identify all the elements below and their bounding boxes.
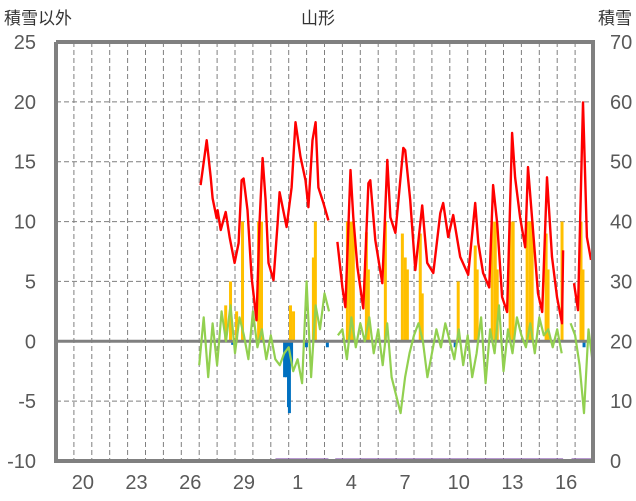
x-tick-label: 1: [292, 472, 303, 494]
left-tick-label: 25: [14, 32, 36, 54]
precip-bar: [473, 245, 477, 342]
precip-bar: [364, 232, 368, 342]
precip-bar: [525, 221, 529, 342]
precip-bar: [418, 233, 422, 342]
precip-bar: [495, 269, 499, 342]
precip-bar: [311, 257, 315, 342]
precip-bar: [493, 221, 497, 342]
precip-bar: [508, 221, 512, 342]
x-tick-label: 7: [399, 472, 410, 494]
precip-bar: [528, 221, 532, 342]
negative-bar: [290, 341, 294, 366]
precip-bar: [511, 221, 515, 342]
precip-bar: [292, 311, 296, 342]
x-tick-label: 26: [179, 472, 201, 494]
left-tick-label: -10: [7, 451, 36, 473]
precip-bar: [224, 305, 228, 342]
precip-bar: [313, 221, 317, 342]
precip-bar: [235, 311, 239, 342]
chart-title: 山形: [301, 9, 335, 29]
precip-bar: [420, 293, 424, 342]
negative-bar: [325, 341, 329, 348]
right-tick-label: 10: [610, 391, 632, 413]
precip-bar: [581, 269, 585, 342]
precip-bar: [288, 305, 292, 342]
plot-frame: [54, 40, 595, 463]
snow-depth-line: [572, 101, 593, 312]
negative-bar: [304, 341, 308, 348]
precip-bar: [490, 221, 494, 342]
precip-bar: [400, 233, 404, 342]
precip-bar: [259, 221, 263, 342]
left-tick-label: 0: [25, 331, 36, 353]
negative-bar: [287, 341, 291, 414]
right-tick-label: 70: [610, 32, 632, 54]
precip-bar: [403, 257, 407, 342]
negative-bar: [582, 341, 586, 348]
left-tick-label: 5: [25, 271, 36, 293]
snow-depth-line: [199, 120, 330, 322]
negative-bar: [453, 341, 457, 348]
x-tick-label: 16: [555, 472, 577, 494]
plot-marks: [54, 40, 595, 463]
x-tick-label: 13: [501, 472, 523, 494]
precip-bar: [544, 233, 548, 342]
precip-bar: [241, 221, 245, 342]
negative-bar: [285, 341, 289, 378]
negative-bar: [283, 341, 287, 378]
temperature-line: [569, 322, 595, 415]
left-tick-label: 10: [14, 212, 36, 234]
precip-bar: [366, 269, 370, 342]
negative-bar: [231, 341, 235, 345]
left-axis-title: 積雪以外: [4, 9, 72, 29]
precip-bar: [456, 281, 460, 342]
x-tick-label: 4: [346, 472, 357, 494]
x-tick-label: 20: [72, 472, 94, 494]
temperature-line: [337, 304, 563, 415]
left-tick-label: 20: [14, 92, 36, 114]
precip-bar: [383, 221, 387, 342]
precip-bar: [530, 221, 534, 342]
right-tick-label: 50: [610, 152, 632, 174]
precip-bar: [348, 221, 352, 342]
precip-bar: [351, 221, 355, 342]
right-axis-title: 積雪: [598, 9, 632, 29]
snow-depth-line: [336, 131, 565, 325]
x-tick-label: 10: [448, 472, 470, 494]
precip-bar: [579, 221, 583, 342]
left-tick-label: 15: [14, 152, 36, 174]
right-tick-label: 60: [610, 92, 632, 114]
x-tick-label: 29: [233, 472, 255, 494]
precip-bar: [405, 269, 409, 342]
right-tick-label: 20: [610, 331, 632, 353]
precip-bar: [475, 269, 479, 342]
left-tick-label: -5: [18, 391, 36, 413]
right-tick-label: 40: [610, 212, 632, 234]
right-tick-label: 0: [610, 451, 621, 473]
x-tick-label: 23: [125, 472, 147, 494]
right-tick-label: 30: [610, 271, 632, 293]
precip-bar: [546, 269, 550, 342]
temperature-line: [198, 280, 331, 385]
